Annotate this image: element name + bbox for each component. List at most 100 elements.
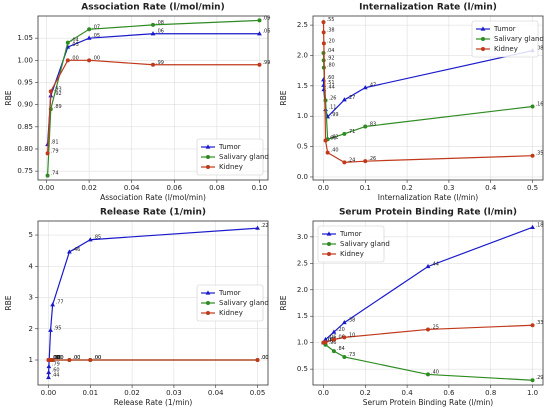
data-label: .99 [262, 60, 270, 66]
y-tick-label: 0.0 [297, 173, 308, 181]
data-label: .92 [54, 91, 62, 97]
marker [341, 319, 347, 325]
marker [331, 337, 336, 342]
x-tick-label: 0.6 [443, 389, 455, 397]
data-label: .44 [431, 261, 439, 267]
x-tick-label: 0.10 [252, 184, 268, 192]
legend-marker [205, 144, 211, 149]
chart-title: Release Rate (1/min) [100, 208, 206, 218]
x-tick-label: 0.00 [39, 184, 55, 192]
data-label: .20 [327, 38, 335, 44]
marker [426, 327, 430, 332]
legend-label: Tumor [218, 143, 241, 151]
legend-marker [481, 37, 485, 41]
data-label: .77 [56, 300, 64, 306]
data-label: .00 [71, 55, 79, 61]
data-label: .51 [327, 80, 335, 86]
marker [257, 62, 262, 67]
data-label: .00 [52, 355, 60, 361]
marker [323, 336, 328, 342]
legend-marker [480, 26, 486, 31]
marker [323, 98, 328, 103]
data-label: .00 [56, 355, 64, 361]
data-label: .06 [262, 29, 270, 35]
chart-title: Serum Protein Binding Rate (l/min) [339, 208, 517, 218]
data-label: .44 [51, 373, 59, 379]
marker [530, 378, 535, 383]
data-label: .24 [347, 157, 355, 163]
x-tick-label: 0.05 [250, 389, 266, 397]
data-label: .10 [347, 332, 355, 338]
marker [331, 349, 336, 354]
marker [342, 160, 347, 165]
data-label: .79 [52, 362, 60, 368]
x-axis-label: Release Rate (1/min) [114, 398, 193, 407]
marker [321, 20, 326, 25]
marker [87, 58, 92, 63]
data-label: .22 [261, 223, 269, 229]
y-tick-label: 2.5 [297, 21, 308, 29]
data-label: .00 [52, 355, 60, 361]
y-tick-label: 0.5 [297, 143, 308, 151]
marker [342, 354, 347, 359]
y-tick-label: 2.0 [297, 286, 308, 294]
legend-label: Kidney [219, 163, 243, 171]
marker [46, 374, 51, 380]
data-label: .33 [536, 320, 544, 326]
data-label: .38 [327, 27, 335, 33]
marker [48, 327, 53, 332]
legend-marker [206, 301, 210, 305]
x-tick-label: 0.01 [82, 389, 98, 397]
data-label: .06 [329, 335, 337, 341]
marker [342, 131, 347, 136]
data-label: .83 [368, 122, 376, 128]
x-axis-label: Association Rate (l/mol/min) [100, 193, 206, 202]
x-tick-label: 1.0 [527, 389, 538, 397]
x-tick-label: 0.8 [485, 389, 496, 397]
data-label: .25 [431, 324, 439, 330]
y-axis-label: RBE [279, 295, 288, 310]
marker [257, 31, 262, 36]
y-tick-label: 1.05 [17, 34, 33, 42]
x-tick-label: 0.4 [402, 389, 414, 397]
legend-label: Salivary gland [494, 35, 544, 43]
marker [87, 237, 93, 242]
x-tick-label: 0.02 [81, 184, 97, 192]
data-label: .07 [92, 24, 100, 30]
data-label: .08 [156, 20, 164, 26]
data-label: .18 [536, 222, 544, 228]
data-label: .73 [347, 352, 355, 358]
legend-label: Kidney [219, 309, 243, 317]
marker [50, 302, 56, 307]
marker [45, 173, 50, 178]
x-tick-label: 0.4 [485, 184, 497, 192]
marker [321, 77, 326, 82]
data-label: .00 [54, 355, 62, 361]
data-label: .60 [326, 75, 334, 81]
series-line [46, 59, 260, 154]
series-line [46, 19, 260, 176]
data-label: .44 [327, 84, 335, 90]
legend-box [196, 138, 264, 176]
marker [65, 40, 70, 45]
legend-label: Kidney [494, 45, 518, 53]
data-label: .08 [536, 46, 544, 52]
y-axis-label: RBE [4, 295, 13, 310]
data-label: .06 [337, 335, 345, 341]
y-tick-label: 2.0 [297, 51, 308, 59]
marker [341, 97, 347, 102]
data-label: .71 [347, 129, 355, 135]
subplot: Internalization Rate (l/min) Internalizat… [279, 3, 544, 203]
legend-marker [205, 290, 211, 295]
legend-box [196, 284, 264, 322]
y-tick-label: 1 [29, 356, 33, 364]
x-tick-label: 0.06 [166, 184, 182, 192]
data-label: .81 [51, 140, 59, 146]
series-line [46, 33, 260, 145]
chart-title: Association Rate (l/mol/min) [81, 3, 224, 13]
legend-box [471, 20, 539, 58]
series-line [322, 50, 533, 118]
marker [88, 358, 93, 363]
plot-frame [312, 15, 544, 181]
legend-label: Tumor [339, 230, 362, 238]
